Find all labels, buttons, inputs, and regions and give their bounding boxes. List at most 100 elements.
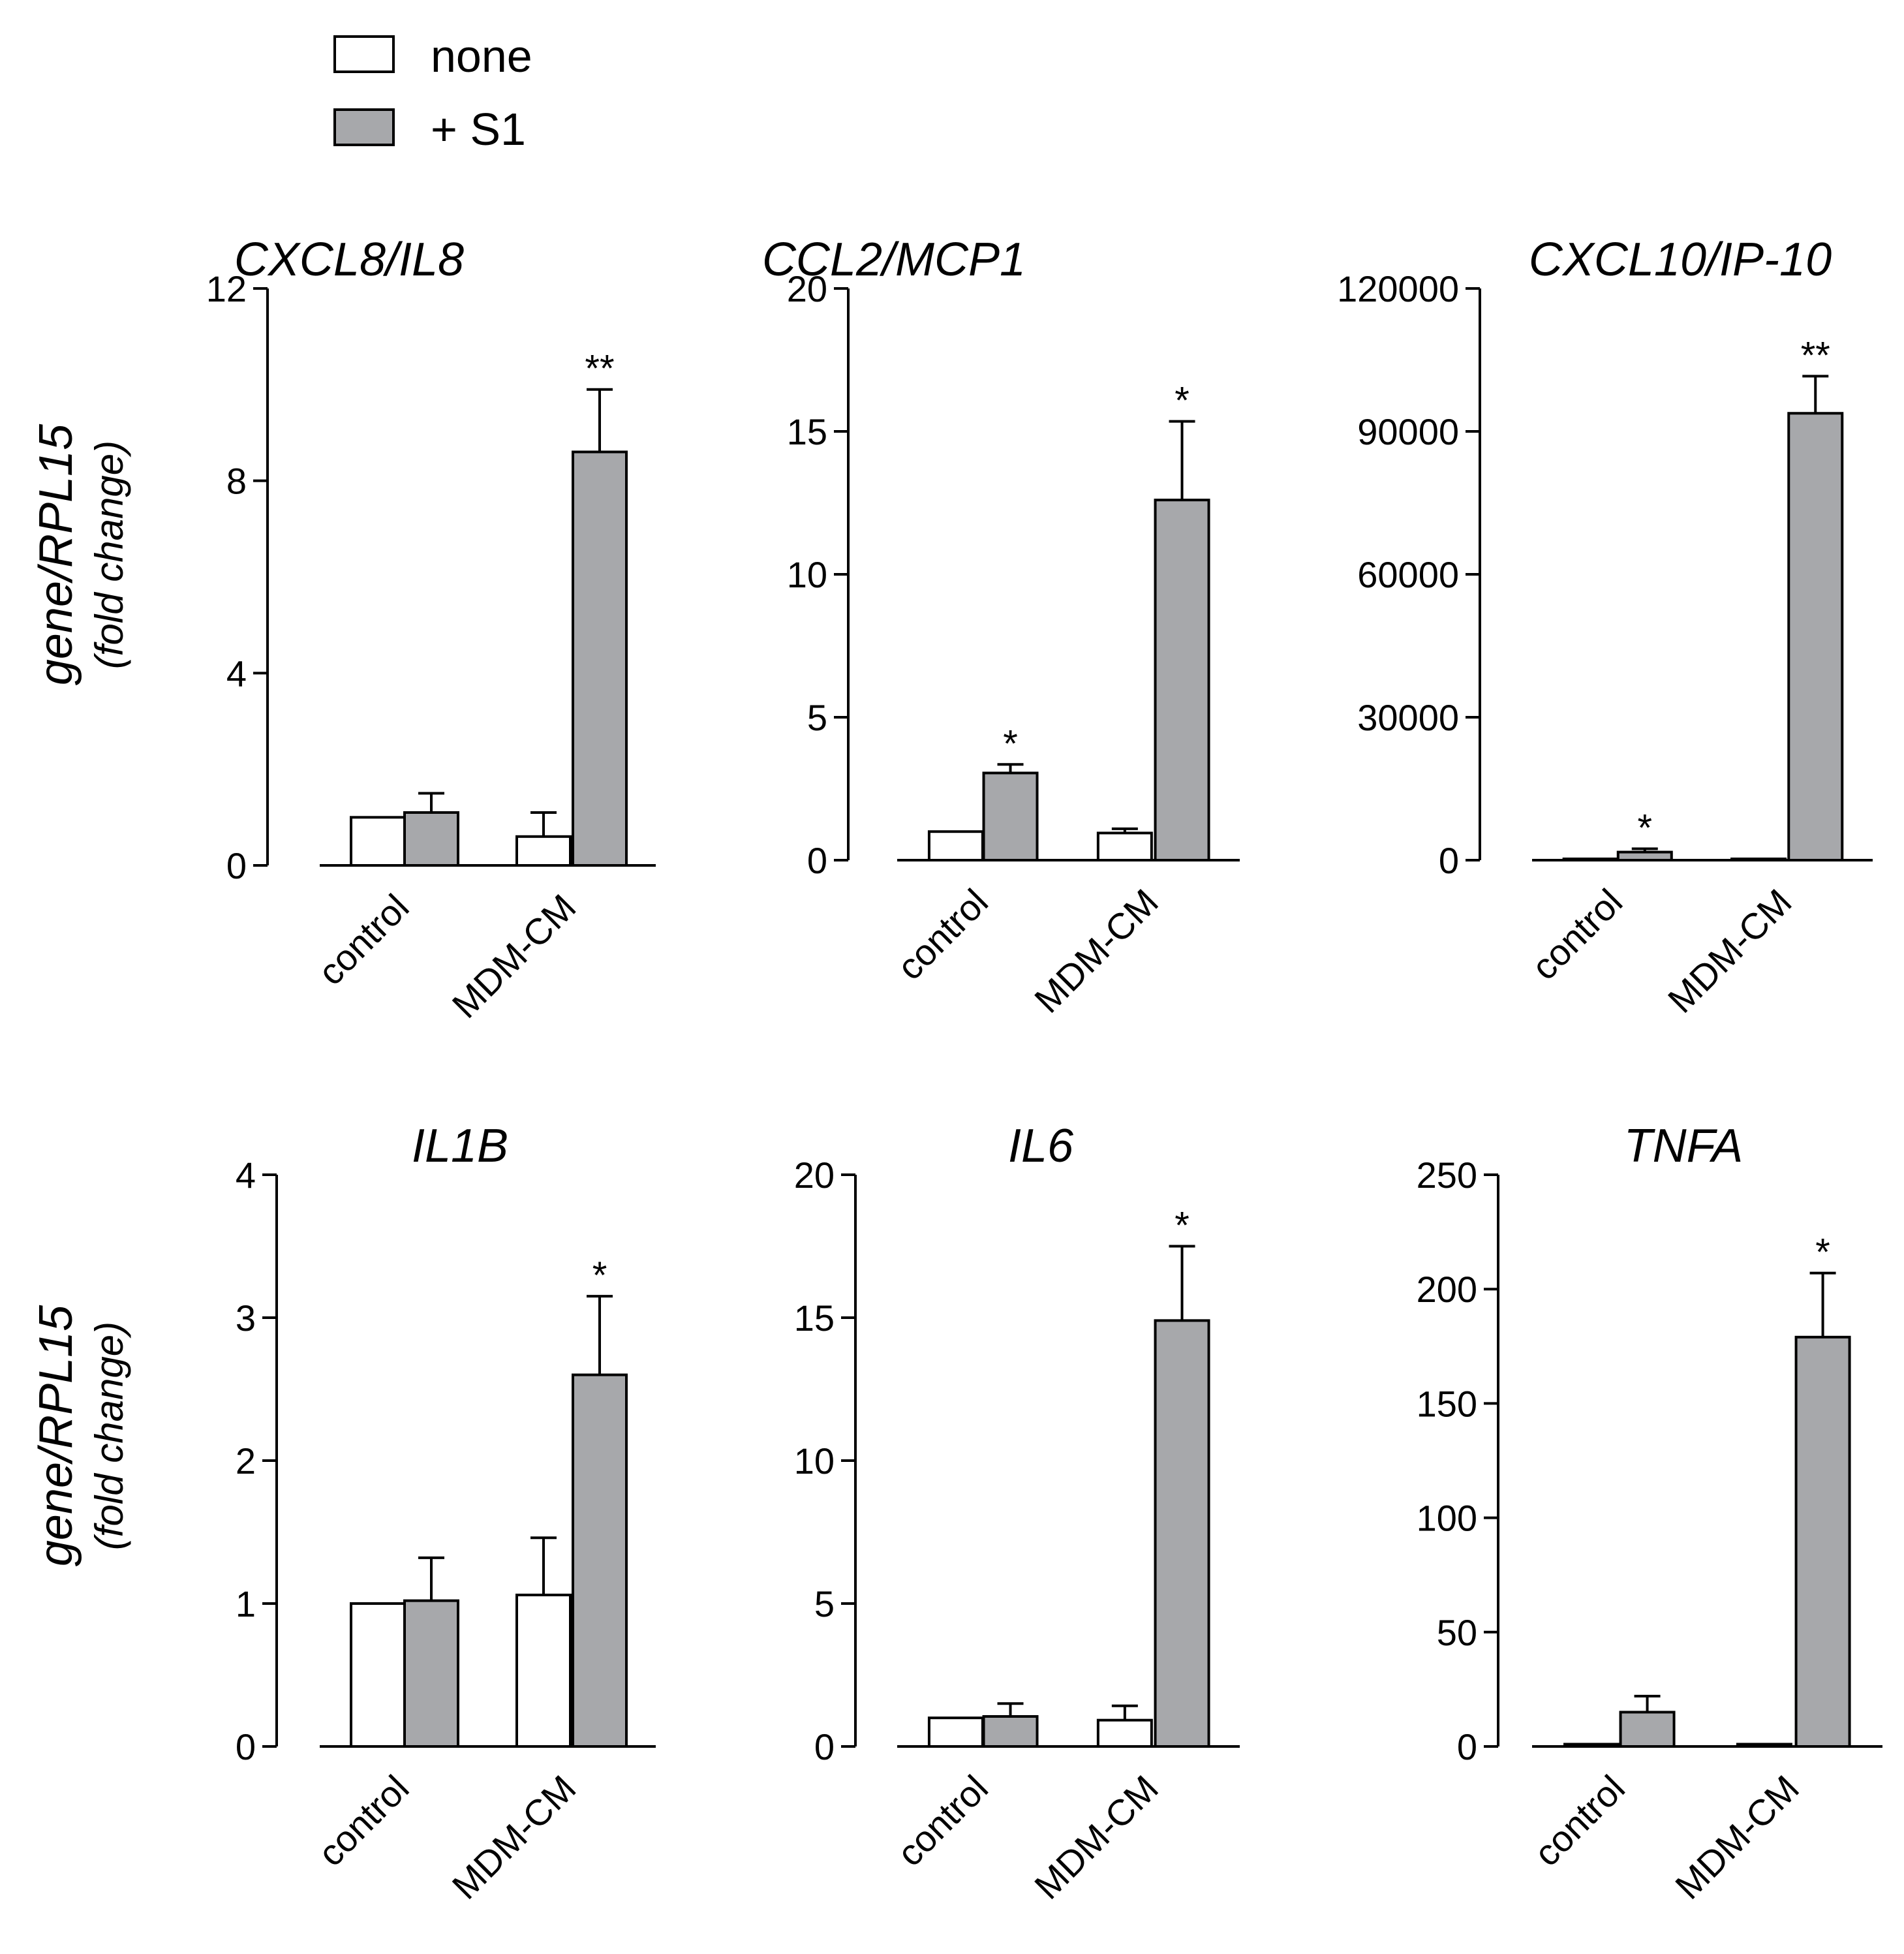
bar-none-mdm-cm [1736,1743,1792,1748]
significance-marker: * [1637,807,1652,849]
panel-title: CXCL8/IL8 [234,234,464,286]
x-category-label: control [889,881,996,987]
significance-marker: ** [585,348,614,390]
y-tick-label: 0 [1439,840,1459,881]
legend-swatch-none [333,35,395,73]
bar-s1-control [982,771,1039,862]
bar-none-control [927,830,984,861]
y-tick-label: 4 [226,653,247,694]
y-axis-label-main: gene/RPL15 [30,424,82,685]
y-tick-label: 15 [794,1297,835,1339]
bar-s1-mdm-cm [572,450,628,867]
panel-il6: IL6 0 5 10 15 20 control * MDM-CM [794,1120,1240,1907]
x-category-label: MDM-CM [1667,1767,1807,1907]
y-tick-label: 200 [1417,1269,1477,1310]
y-tick-label: 5 [814,1583,835,1624]
legend-label-none: none [431,31,532,82]
y-tick-label: 8 [226,461,247,502]
bar-s1-control [403,1599,459,1748]
y-tick-label: 0 [814,1726,835,1767]
y-tick-label: 50 [1437,1612,1477,1653]
y-tick-label: 1 [236,1583,256,1624]
panel-title: TNFA [1624,1120,1743,1172]
y-tick-label: 0 [1457,1726,1477,1767]
y-tick-label: 4 [236,1155,256,1196]
y-tick-label: 10 [794,1440,835,1481]
panel-tnfa: TNFA 0 50 100 150 200 250 control * MDM-CM [1417,1120,1882,1907]
panel-title: IL6 [1008,1120,1074,1172]
panel-il1b: IL1B 0 1 2 3 4 control * MDM-CM [236,1120,656,1907]
y-axis-label-main: gene/RPL15 [30,1305,82,1566]
y-axis-label-sub: (fold change) [87,1322,131,1550]
x-category-label: control [310,886,416,993]
significance-marker: * [1175,1205,1190,1247]
y-tick-label: 250 [1417,1155,1477,1196]
bar-s1-control [982,1715,1039,1748]
y-tick-label: 0 [807,840,827,881]
x-category-label: control [1526,1767,1633,1874]
bar-none-control [350,816,406,867]
y-axis-label-bottom: gene/RPL15 (fold change) [30,1305,131,1566]
y-axis-label-prefix: gene/ [30,1444,82,1566]
x-category-label: control [889,1767,996,1874]
bar-none-mdm-cm [1096,831,1153,862]
legend-label-s1: + S1 [431,104,526,155]
y-tick-label: 60000 [1357,554,1459,595]
y-tick-label: 15 [787,411,827,452]
bar-none-mdm-cm [515,1593,572,1748]
y-tick-label: 2 [236,1440,256,1481]
y-tick-label: 0 [236,1726,256,1767]
significance-marker: ** [1801,334,1830,377]
bar-s1-control [1619,1711,1676,1748]
y-tick-label: 30000 [1357,697,1459,738]
x-category-label: MDM-CM [1660,881,1800,1021]
bar-none-mdm-cm [515,835,572,867]
y-axis-label-gene: RPL15 [30,424,82,568]
y-tick-label: 120000 [1337,268,1459,309]
y-tick-label: 90000 [1357,411,1459,452]
y-axis-label-gene: RPL15 [30,1305,82,1449]
panel-cxcl8-il8: CXCL8/IL8 0 4 8 12 control ** MDM-CM [206,234,656,1026]
y-tick-label: 20 [794,1155,835,1196]
significance-marker: * [1003,722,1018,765]
bar-none-mdm-cm [1730,858,1787,861]
x-category-label: control [1524,881,1630,987]
bar-s1-control [403,811,459,867]
y-tick-label: 0 [226,845,247,886]
y-tick-label: 150 [1417,1383,1477,1424]
panel-title: CCL2/MCP1 [762,234,1026,286]
x-category-label: MDM-CM [444,886,584,1026]
y-tick-label: 100 [1417,1498,1477,1539]
panel-title: CXCL10/IP-10 [1529,234,1832,286]
bar-s1-control [1616,850,1673,861]
significance-marker: * [1175,380,1190,422]
y-axis-label-prefix: gene/ [30,563,82,685]
x-category-label: control [310,1767,416,1874]
bar-none-control [1562,858,1619,861]
significance-marker: * [1815,1232,1830,1274]
x-category-label: MDM-CM [444,1767,584,1907]
legend-swatch-s1 [333,108,395,146]
bar-none-control [927,1716,984,1748]
x-category-label: MDM-CM [1026,1767,1166,1907]
y-tick-label: 5 [807,697,827,738]
legend: none + S1 [333,31,532,155]
chart-panels: CXCL8/IL804812control**MDM-CMCCL2/MCP105… [206,234,1882,1907]
panel-cxcl10-ip-10: CXCL10/IP-10 0 30000 60000 90000 120000 *contr… [1337,234,1873,1021]
y-axis-label-sub: (fold change) [87,441,131,669]
y-tick-label: 20 [787,268,827,309]
y-tick-label: 10 [787,554,827,595]
bar-s1-mdm-cm [1787,412,1844,861]
y-tick-label: 12 [206,268,247,309]
bar-s1-mdm-cm [1154,1319,1210,1748]
panel-title: IL1B [412,1120,508,1172]
bar-s1-mdm-cm [1154,499,1210,861]
bar-none-control [350,1602,406,1748]
bar-none-mdm-cm [1096,1718,1153,1748]
panel-ccl2-mcp1: CCL2/MCP1 0 5 10 15 20 * control * MDM-CM [762,234,1240,1021]
x-category-label: MDM-CM [1026,881,1166,1021]
bar-none-control [1563,1743,1620,1748]
y-axis-label-top: gene/RPL15 (fold change) [30,424,131,685]
y-tick-label: 3 [236,1297,256,1339]
